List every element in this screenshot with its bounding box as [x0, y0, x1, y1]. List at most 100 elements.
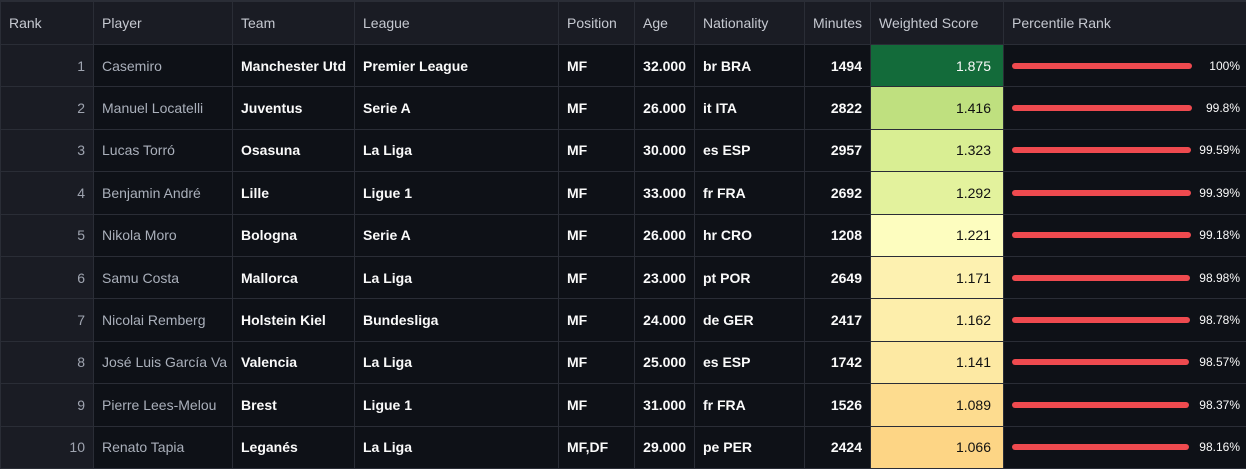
- nationality-cell[interactable]: hr CRO: [695, 214, 805, 256]
- rank-cell[interactable]: 1: [1, 45, 94, 87]
- minutes-cell[interactable]: 1208: [805, 214, 871, 256]
- team-cell[interactable]: Mallorca: [233, 256, 355, 298]
- column-header-position[interactable]: Position: [559, 2, 635, 45]
- position-cell[interactable]: MF: [559, 384, 635, 426]
- column-header-league[interactable]: League: [355, 2, 559, 45]
- age-cell[interactable]: 31.000: [635, 384, 695, 426]
- player-name-cell[interactable]: José Luis García Va: [94, 341, 233, 383]
- rank-cell[interactable]: 5: [1, 214, 94, 256]
- age-cell[interactable]: 33.000: [635, 172, 695, 214]
- column-header-percentile-rank[interactable]: Percentile Rank: [1004, 2, 1246, 45]
- league-cell[interactable]: Bundesliga: [355, 299, 559, 341]
- rank-cell[interactable]: 4: [1, 172, 94, 214]
- team-cell[interactable]: Lille: [233, 172, 355, 214]
- column-header-minutes[interactable]: Minutes: [805, 2, 871, 45]
- position-cell[interactable]: MF: [559, 172, 635, 214]
- minutes-cell[interactable]: 1742: [805, 341, 871, 383]
- rank-cell[interactable]: 6: [1, 256, 94, 298]
- percentile-rank-cell[interactable]: 98.37%: [1004, 384, 1246, 426]
- rank-cell[interactable]: 2: [1, 87, 94, 129]
- minutes-cell[interactable]: 2417: [805, 299, 871, 341]
- league-cell[interactable]: Ligue 1: [355, 172, 559, 214]
- league-cell[interactable]: Premier League: [355, 45, 559, 87]
- position-cell[interactable]: MF: [559, 214, 635, 256]
- age-cell[interactable]: 25.000: [635, 341, 695, 383]
- player-name-cell[interactable]: Renato Tapia: [94, 426, 233, 468]
- minutes-cell[interactable]: 2424: [805, 426, 871, 468]
- team-cell[interactable]: Holstein Kiel: [233, 299, 355, 341]
- position-cell[interactable]: MF: [559, 129, 635, 171]
- percentile-rank-cell[interactable]: 98.78%: [1004, 299, 1246, 341]
- team-cell[interactable]: Leganés: [233, 426, 355, 468]
- age-cell[interactable]: 23.000: [635, 256, 695, 298]
- column-header-player[interactable]: Player: [94, 2, 233, 45]
- nationality-cell[interactable]: fr FRA: [695, 384, 805, 426]
- team-cell[interactable]: Brest: [233, 384, 355, 426]
- league-cell[interactable]: Serie A: [355, 214, 559, 256]
- player-name-cell[interactable]: Nikola Moro: [94, 214, 233, 256]
- team-cell[interactable]: Bologna: [233, 214, 355, 256]
- weighted-score-cell[interactable]: 1.323: [871, 129, 1004, 171]
- team-cell[interactable]: Manchester Utd: [233, 45, 355, 87]
- weighted-score-cell[interactable]: 1.875: [871, 45, 1004, 87]
- weighted-score-cell[interactable]: 1.066: [871, 426, 1004, 468]
- nationality-cell[interactable]: es ESP: [695, 129, 805, 171]
- age-cell[interactable]: 26.000: [635, 87, 695, 129]
- column-header-weighted-score[interactable]: Weighted Score: [871, 2, 1004, 45]
- minutes-cell[interactable]: 2957: [805, 129, 871, 171]
- column-header-rank[interactable]: Rank: [1, 2, 94, 45]
- weighted-score-cell[interactable]: 1.089: [871, 384, 1004, 426]
- percentile-rank-cell[interactable]: 98.16%: [1004, 426, 1246, 468]
- minutes-cell[interactable]: 2822: [805, 87, 871, 129]
- minutes-cell[interactable]: 2692: [805, 172, 871, 214]
- nationality-cell[interactable]: es ESP: [695, 341, 805, 383]
- percentile-rank-cell[interactable]: 98.98%: [1004, 256, 1246, 298]
- column-header-team[interactable]: Team: [233, 2, 355, 45]
- rank-cell[interactable]: 7: [1, 299, 94, 341]
- nationality-cell[interactable]: pt POR: [695, 256, 805, 298]
- player-name-cell[interactable]: Samu Costa: [94, 256, 233, 298]
- position-cell[interactable]: MF: [559, 341, 635, 383]
- position-cell[interactable]: MF,DF: [559, 426, 635, 468]
- weighted-score-cell[interactable]: 1.292: [871, 172, 1004, 214]
- weighted-score-cell[interactable]: 1.416: [871, 87, 1004, 129]
- position-cell[interactable]: MF: [559, 45, 635, 87]
- minutes-cell[interactable]: 2649: [805, 256, 871, 298]
- position-cell[interactable]: MF: [559, 299, 635, 341]
- player-name-cell[interactable]: Nicolai Remberg: [94, 299, 233, 341]
- team-cell[interactable]: Valencia: [233, 341, 355, 383]
- weighted-score-cell[interactable]: 1.171: [871, 256, 1004, 298]
- league-cell[interactable]: Ligue 1: [355, 384, 559, 426]
- nationality-cell[interactable]: de GER: [695, 299, 805, 341]
- league-cell[interactable]: La Liga: [355, 426, 559, 468]
- league-cell[interactable]: La Liga: [355, 129, 559, 171]
- weighted-score-cell[interactable]: 1.221: [871, 214, 1004, 256]
- league-cell[interactable]: La Liga: [355, 256, 559, 298]
- team-cell[interactable]: Juventus: [233, 87, 355, 129]
- minutes-cell[interactable]: 1494: [805, 45, 871, 87]
- age-cell[interactable]: 29.000: [635, 426, 695, 468]
- weighted-score-cell[interactable]: 1.141: [871, 341, 1004, 383]
- percentile-rank-cell[interactable]: 98.57%: [1004, 341, 1246, 383]
- rank-cell[interactable]: 3: [1, 129, 94, 171]
- age-cell[interactable]: 24.000: [635, 299, 695, 341]
- age-cell[interactable]: 26.000: [635, 214, 695, 256]
- player-name-cell[interactable]: Benjamin André: [94, 172, 233, 214]
- nationality-cell[interactable]: br BRA: [695, 45, 805, 87]
- column-header-nationality[interactable]: Nationality: [695, 2, 805, 45]
- nationality-cell[interactable]: it ITA: [695, 87, 805, 129]
- percentile-rank-cell[interactable]: 99.8%: [1004, 87, 1246, 129]
- league-cell[interactable]: Serie A: [355, 87, 559, 129]
- percentile-rank-cell[interactable]: 100%: [1004, 45, 1246, 87]
